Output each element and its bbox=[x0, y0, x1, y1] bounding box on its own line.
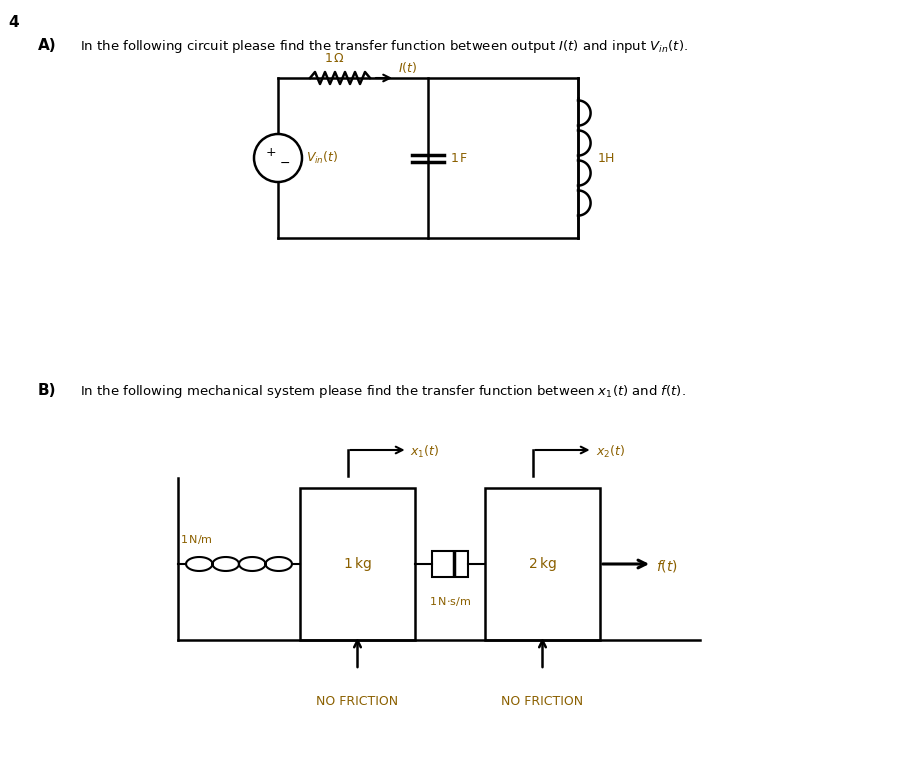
Text: $1\,\mathrm{F}$: $1\,\mathrm{F}$ bbox=[450, 151, 469, 164]
Text: $1\mathrm{H}$: $1\mathrm{H}$ bbox=[597, 151, 615, 164]
Text: In the following mechanical system please find the transfer function between $x_: In the following mechanical system pleas… bbox=[80, 383, 686, 400]
Text: NO FRICTION: NO FRICTION bbox=[316, 695, 399, 708]
Circle shape bbox=[254, 134, 302, 182]
Text: $f(t)$: $f(t)$ bbox=[656, 558, 678, 574]
Text: $1\,\mathrm{N/m}$: $1\,\mathrm{N/m}$ bbox=[180, 533, 212, 546]
FancyBboxPatch shape bbox=[485, 488, 600, 640]
Text: 4: 4 bbox=[8, 15, 19, 30]
Text: +: + bbox=[266, 147, 276, 160]
Bar bbox=[432, 551, 468, 577]
Text: $x_1(t)$: $x_1(t)$ bbox=[410, 444, 439, 460]
Text: $1\,\Omega$: $1\,\Omega$ bbox=[324, 52, 346, 65]
Text: A): A) bbox=[38, 38, 56, 53]
Text: $V_{in}(t)$: $V_{in}(t)$ bbox=[306, 150, 339, 166]
Text: In the following circuit please find the transfer function between output $I(t)$: In the following circuit please find the… bbox=[80, 38, 688, 55]
Text: B): B) bbox=[38, 383, 56, 398]
Text: $x_2(t)$: $x_2(t)$ bbox=[596, 444, 625, 460]
Text: $2\,\mathrm{kg}$: $2\,\mathrm{kg}$ bbox=[528, 555, 557, 573]
Text: NO FRICTION: NO FRICTION bbox=[501, 695, 584, 708]
FancyBboxPatch shape bbox=[300, 488, 415, 640]
Text: $1\,\mathrm{kg}$: $1\,\mathrm{kg}$ bbox=[343, 555, 372, 573]
Text: $I(t)$: $I(t)$ bbox=[398, 60, 418, 75]
Text: $1\,\mathrm{N{\cdot}s/m}$: $1\,\mathrm{N{\cdot}s/m}$ bbox=[429, 595, 471, 608]
Text: −: − bbox=[280, 157, 291, 170]
